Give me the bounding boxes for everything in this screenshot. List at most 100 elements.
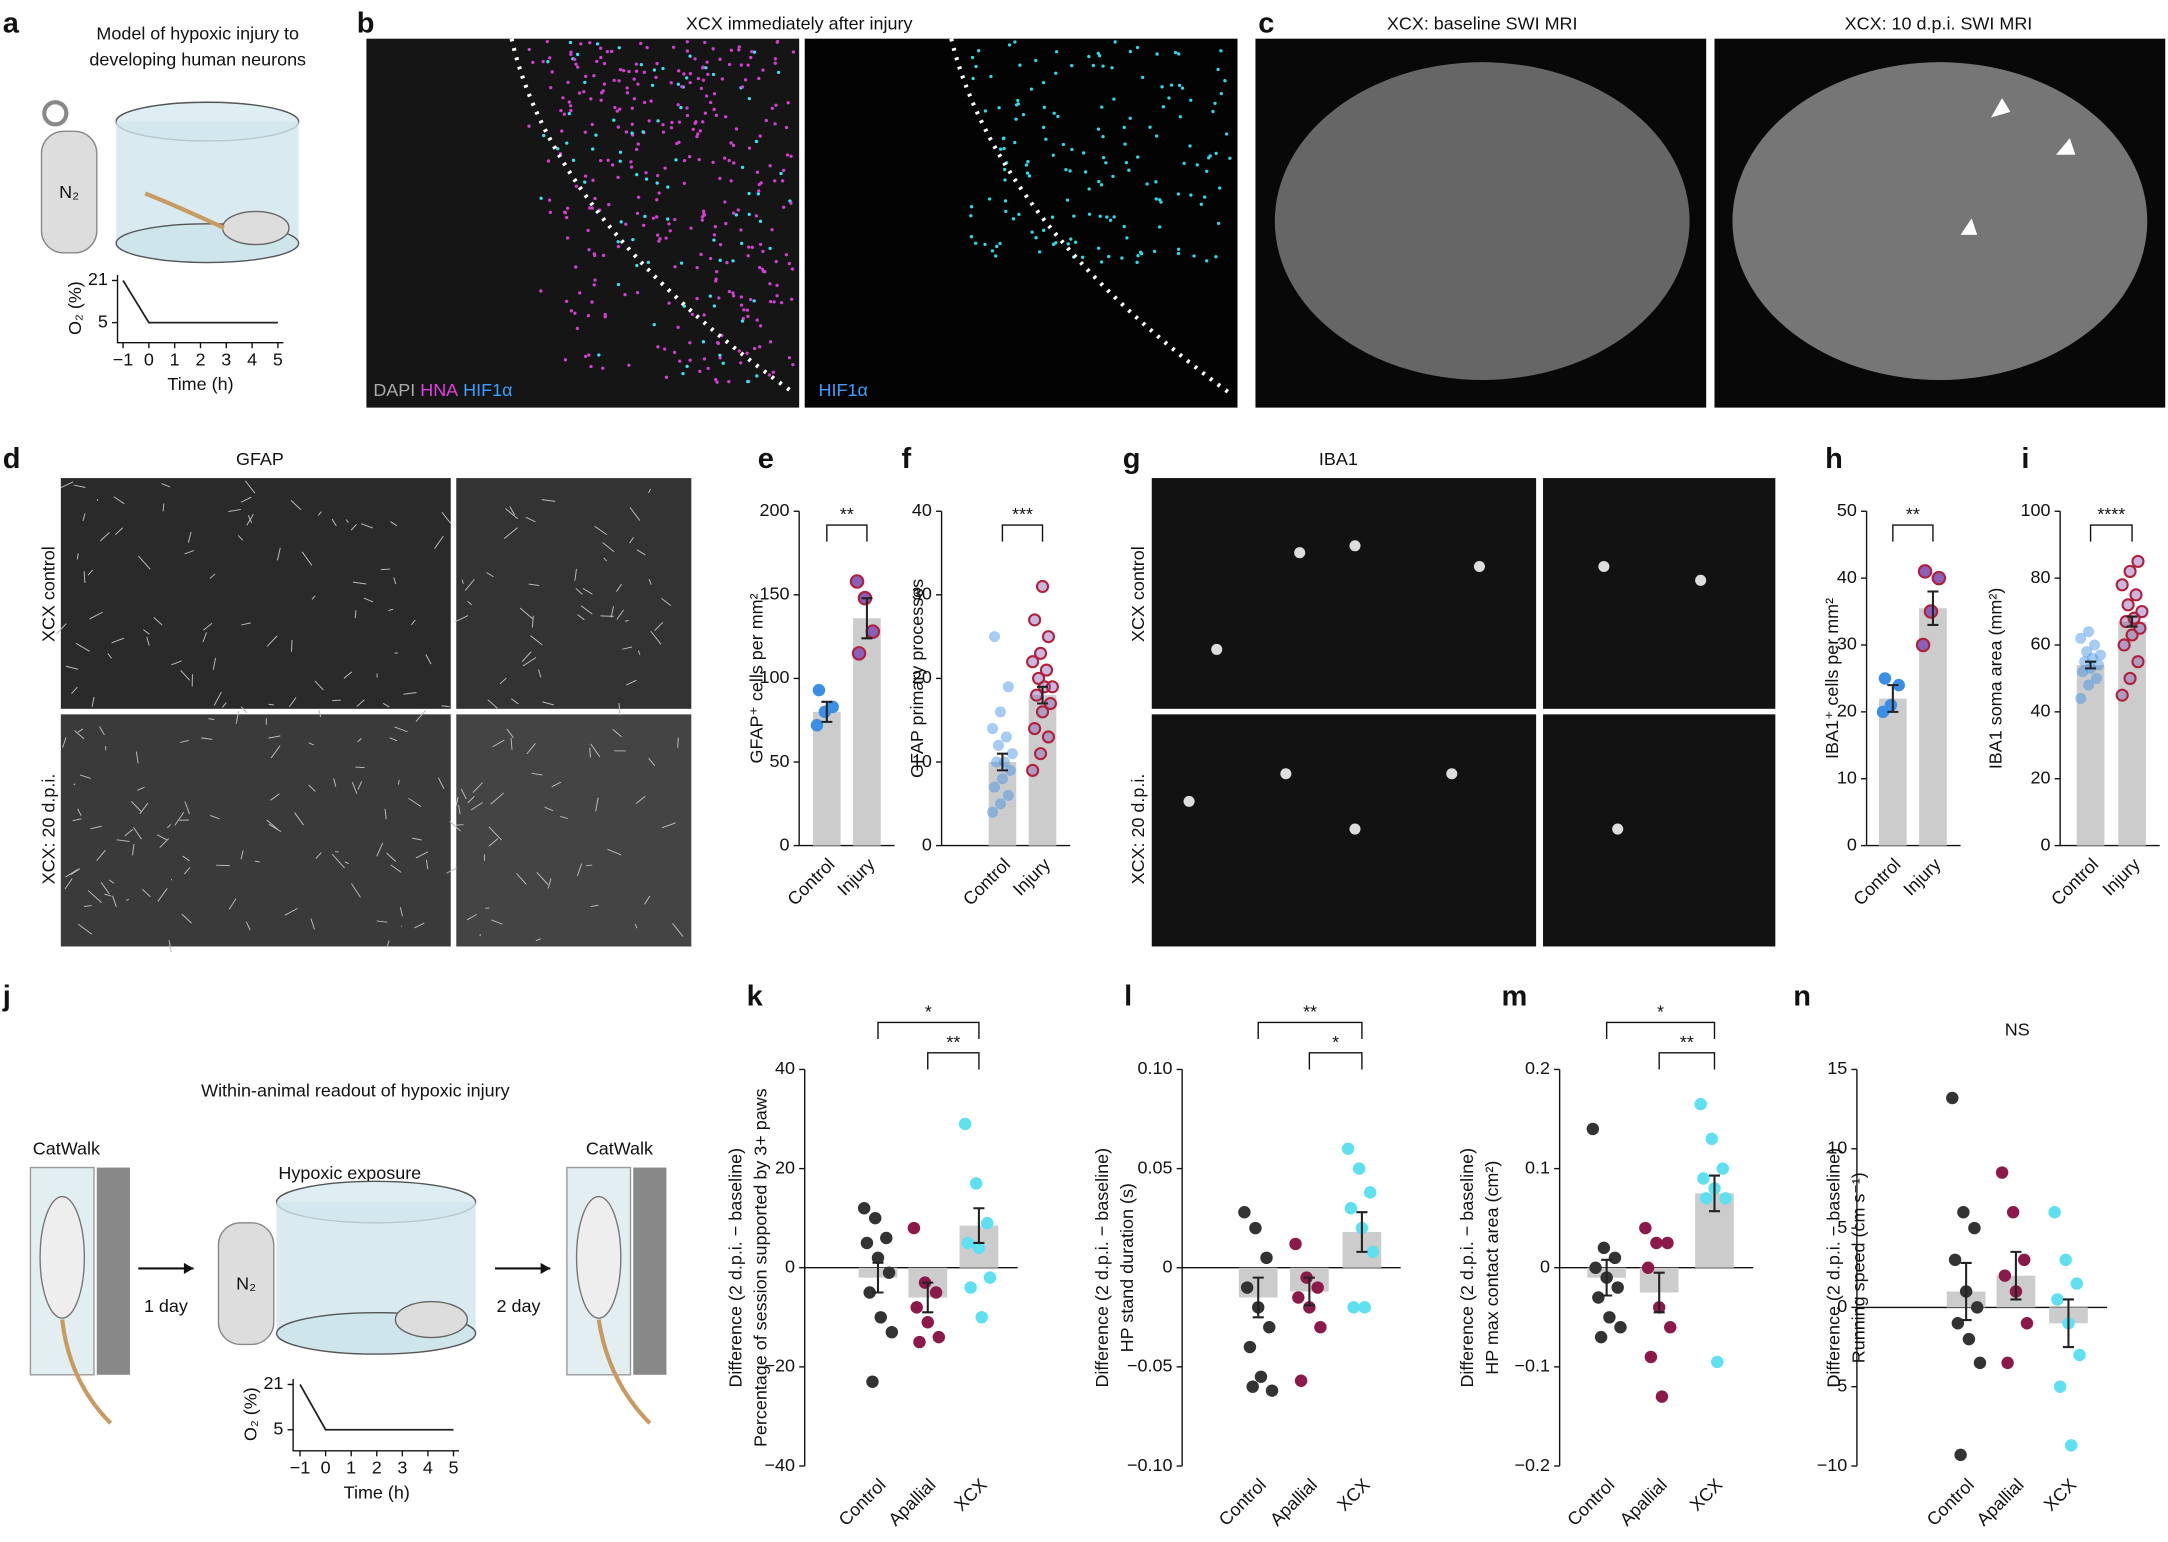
fiber [425, 654, 432, 665]
signal-dot [1214, 255, 1218, 259]
fiber [610, 606, 614, 618]
signal-dot [1177, 52, 1181, 56]
signal-dot [577, 91, 582, 95]
data-point [1644, 1350, 1658, 1364]
signal-dot [565, 141, 569, 145]
signal-dot [714, 377, 718, 382]
signal-dot [1111, 174, 1115, 179]
signal-dot [708, 294, 712, 298]
signal-dot [701, 340, 706, 344]
x-tick-label: Control [1563, 1475, 1618, 1530]
panel-title: GFAP [236, 449, 284, 469]
micrograph-signal [1183, 540, 1707, 835]
data-point [1592, 1291, 1605, 1304]
signal-dot [729, 48, 733, 52]
signal-dot [627, 69, 631, 74]
signal-dot [575, 326, 580, 331]
data-point [1352, 1162, 1366, 1175]
x-tick-label: 2 [195, 349, 205, 369]
fiber [266, 819, 279, 830]
data-point [1946, 1091, 1959, 1105]
signal-dot [1205, 169, 1209, 173]
signal-dot [1044, 137, 1048, 141]
signal-dot [634, 62, 639, 66]
line [299, 1384, 454, 1431]
signal-dot [649, 99, 653, 103]
data-point [972, 1241, 986, 1255]
signal-dot [658, 237, 662, 241]
signal-dot [655, 61, 659, 66]
fiber [574, 568, 577, 581]
fiber [212, 657, 217, 670]
fiber [360, 523, 373, 529]
data-point [961, 1236, 975, 1250]
fiber [213, 691, 222, 706]
signal-dot [1192, 254, 1196, 258]
significance-bracket [877, 1021, 980, 1040]
fiber [446, 867, 457, 874]
signal-dot [679, 261, 684, 265]
fiber [111, 637, 125, 644]
signal-dot [1101, 134, 1105, 139]
signal-dot [774, 259, 778, 264]
signal-dot [632, 97, 637, 101]
significance-label: * [1332, 1032, 1339, 1052]
data-point [871, 1251, 885, 1265]
fiber [70, 868, 81, 876]
signal-dot [598, 158, 603, 163]
signal-dot [652, 322, 656, 327]
signal-dot [616, 125, 620, 129]
signal-dot [603, 315, 607, 319]
fiber [661, 598, 672, 607]
x-tick-label: −1 [113, 349, 133, 369]
signal-dot [1122, 125, 1126, 130]
data-point [1968, 1221, 1981, 1235]
signal-dot [589, 364, 593, 369]
fiber [506, 728, 514, 739]
data-point [988, 631, 1001, 643]
fiber [672, 923, 684, 937]
data-point [2090, 672, 2103, 684]
fiber [635, 795, 646, 804]
y-tick-label: 0.1 [1525, 1157, 1550, 1177]
fiber [648, 578, 652, 585]
signal-dot [565, 236, 570, 240]
signal-dot [757, 265, 762, 270]
signal-dot [969, 205, 974, 209]
signal-dot [656, 345, 660, 349]
data-point [932, 1330, 946, 1344]
fiber [677, 737, 679, 748]
data-point [2094, 649, 2106, 661]
signal-dot [601, 89, 605, 93]
significance-bracket [1001, 524, 1044, 542]
signal-dot [574, 62, 578, 66]
signal-dot [1080, 255, 1085, 259]
signal-dot [635, 263, 639, 268]
signal-dot [670, 120, 674, 125]
fiber [464, 578, 475, 591]
signal-dot [583, 130, 587, 134]
fiber [209, 815, 220, 820]
fiber [131, 801, 142, 812]
signal-dot [747, 96, 752, 101]
bar [1028, 695, 1057, 846]
fiber [441, 705, 450, 708]
fiber [107, 653, 112, 659]
fiber [96, 849, 106, 861]
signal-dot [737, 349, 741, 353]
cell [1349, 540, 1361, 552]
signal-dot [588, 206, 592, 210]
data-point [2020, 1317, 2034, 1330]
fiber [89, 611, 103, 620]
signal-dot [757, 76, 761, 81]
signal-dot [1120, 256, 1124, 260]
signal-dot [1066, 242, 1070, 246]
signal-dot [718, 243, 723, 247]
annotation: NS [2005, 1020, 2030, 1040]
fiber [467, 796, 475, 804]
data-point [1586, 1122, 1600, 1136]
x-tick-label: Apallial [884, 1475, 939, 1530]
y-axis-title: GFAP primary processes [907, 579, 927, 778]
fiber [108, 879, 115, 884]
y-axis-title: Difference (2 d.p.i. − baseline) [1824, 1148, 1844, 1388]
